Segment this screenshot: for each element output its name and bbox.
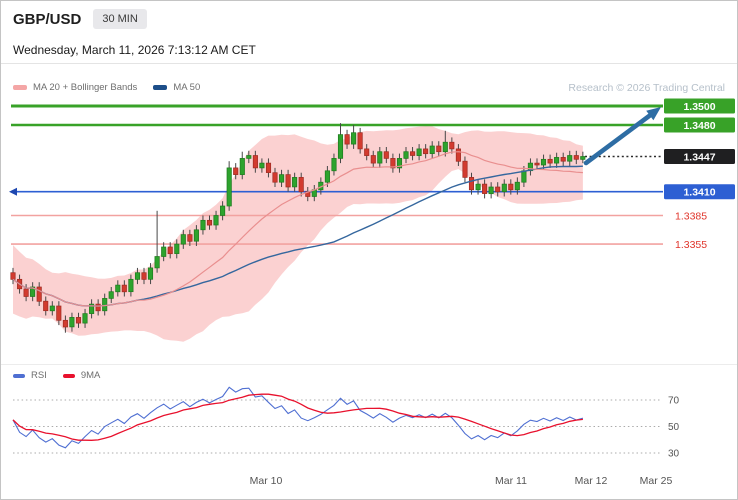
- ma20-line: [12, 151, 583, 307]
- symbol-title: GBP/USD: [13, 10, 82, 28]
- chart-header: GBP/USD 30 MIN: [13, 9, 147, 29]
- rsi-line: [12, 386, 584, 449]
- price-label-1.3355: 1.3355: [675, 239, 707, 251]
- price-tag-1.3410: [664, 184, 735, 200]
- bollinger-legend-label: MA 20 + Bollinger Bands: [33, 82, 138, 93]
- price-tag-1.3500: [664, 98, 735, 114]
- bollinger-legend-swatch: [13, 85, 27, 90]
- price-tag-text: 1.3500: [683, 101, 715, 113]
- timeframe-badge: 30 MIN: [93, 9, 147, 29]
- price-tag-1.3447: [664, 149, 735, 164]
- price-chart: 1.3500 1.3480 1.3447 1.3410 1.3385 1.3355: [9, 98, 735, 342]
- price-tag-text: 1.3447: [683, 151, 715, 163]
- rsi-axis-label-70: 70: [668, 396, 680, 407]
- panel-divider: [1, 364, 737, 365]
- x-axis-label: Mar 12: [574, 475, 608, 487]
- x-axis-label: Mar 10: [249, 475, 283, 487]
- ma50-legend-swatch: [153, 85, 168, 90]
- rsi-panel: 70 50 30: [12, 386, 680, 460]
- x-axis-label: Mar 11: [495, 475, 527, 487]
- x-axis: Mar 10 Mar 11 Mar 12 Mar 25: [1, 473, 737, 493]
- rsi-ma-legend-label: 9MA: [80, 370, 101, 381]
- price-tag-1.3480: [664, 117, 735, 133]
- x-axis-label: Mar 25: [639, 475, 673, 487]
- support-left-arrow-icon: [9, 187, 17, 196]
- forecast-arrow: [583, 107, 661, 166]
- bollinger-band: [13, 126, 583, 342]
- rsi-legend-label: RSI: [31, 370, 47, 381]
- chart-datetime: Wednesday, March 11, 2026 7:13:12 AM CET: [13, 43, 256, 57]
- candlestick-series: [10, 123, 586, 333]
- rsi-ma-line: [12, 393, 583, 441]
- header-divider: [1, 63, 737, 64]
- ma50-legend-label: MA 50: [173, 82, 201, 93]
- overlay-legend: MA 20 + Bollinger Bands MA 50: [13, 82, 210, 93]
- rsi-ma-legend-swatch: [62, 373, 75, 378]
- research-credit: Research © 2026 Trading Central: [568, 82, 725, 94]
- price-tag-text: 1.3410: [683, 187, 715, 199]
- rsi-axis-label-50: 50: [668, 422, 680, 433]
- rsi-axis-label-30: 30: [668, 449, 680, 460]
- rsi-legend-swatch: [13, 373, 25, 378]
- price-label-1.3385: 1.3385: [675, 210, 707, 222]
- price-tag-text: 1.3480: [683, 120, 715, 132]
- rsi-legend: RSI 9MA: [13, 370, 110, 381]
